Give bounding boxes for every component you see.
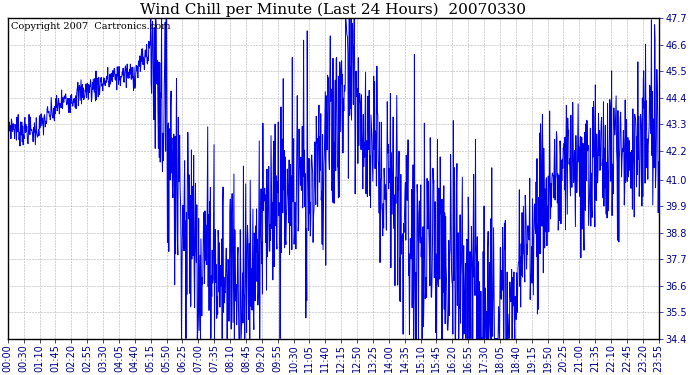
Text: Copyright 2007  Cartronics.com: Copyright 2007 Cartronics.com <box>11 21 170 30</box>
Title: Wind Chill per Minute (Last 24 Hours)  20070330: Wind Chill per Minute (Last 24 Hours) 20… <box>140 3 526 17</box>
